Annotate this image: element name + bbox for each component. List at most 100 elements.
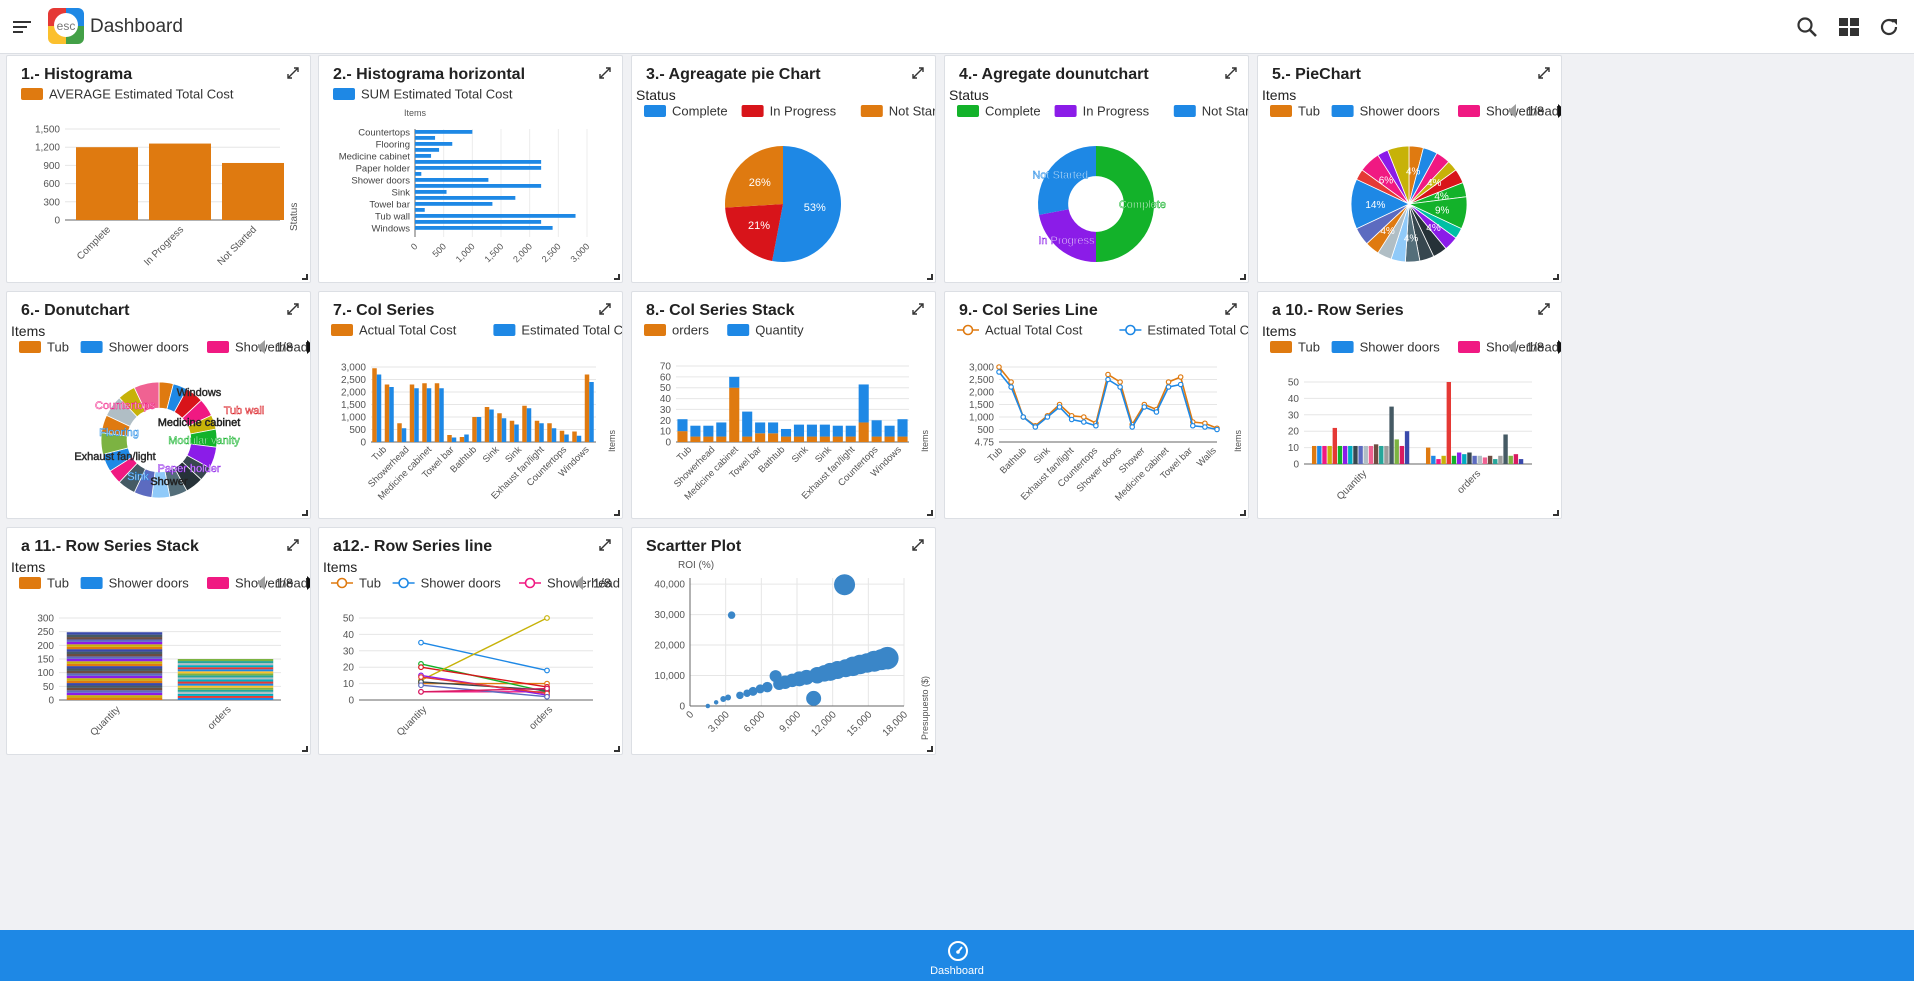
scatter-point[interactable] [713,700,719,705]
legend-item[interactable]: Complete [644,104,728,119]
bar-segment[interactable] [871,420,882,437]
data-point[interactable] [1153,409,1160,415]
resize-handle[interactable] [927,746,933,752]
data-point[interactable] [1141,404,1148,410]
legend-item[interactable]: Showerhead [1458,104,1559,119]
bar-segment[interactable] [742,411,753,437]
legend-item[interactable]: Shower doors [80,340,190,355]
resize-handle[interactable] [1240,274,1246,280]
bar-segment[interactable] [177,691,274,694]
bar-segment[interactable] [66,641,163,645]
bar-segment[interactable] [177,689,274,692]
legend-item[interactable]: Not Started [860,104,936,119]
bar[interactable] [1472,455,1477,464]
bar[interactable] [1337,445,1343,464]
bar-segment[interactable] [177,677,274,680]
bar[interactable] [509,420,515,442]
bar[interactable] [222,162,284,220]
legend-item[interactable]: Complete [957,104,1041,119]
data-point[interactable] [1044,414,1051,420]
bar-segment[interactable] [729,387,740,442]
pie-slice[interactable] [1387,145,1410,205]
bar-segment[interactable] [780,428,792,437]
legend-item[interactable]: AVERAGE Estimated Total Cost [21,87,234,102]
legend-item[interactable]: Quantity [727,323,804,338]
bar-segment[interactable] [177,663,274,666]
bar[interactable] [1436,459,1441,464]
legend-item[interactable]: Tub [19,576,69,591]
bar-segment[interactable] [677,431,688,442]
bar[interactable] [514,424,519,443]
bar[interactable] [415,154,432,158]
bar[interactable] [1477,455,1482,464]
prev-page-icon[interactable] [1508,104,1516,118]
pie-slice[interactable] [133,381,160,412]
bar[interactable] [1332,427,1338,464]
resize-handle[interactable] [1553,510,1559,516]
bar[interactable] [401,428,407,442]
bar-segment[interactable] [66,687,163,691]
bar[interactable] [1467,452,1472,464]
bar[interactable] [434,383,440,442]
bar-segment[interactable] [177,659,274,662]
bar-segment[interactable] [66,675,163,679]
bar[interactable] [522,405,527,442]
bar[interactable] [459,437,465,442]
legend-item[interactable]: Showerhead [1458,340,1559,355]
expand-icon[interactable] [286,538,300,552]
resize-handle[interactable] [1553,274,1559,280]
data-point[interactable] [996,369,1002,375]
data-point[interactable] [544,693,550,700]
bar-segment[interactable] [897,436,908,442]
bar-segment[interactable] [729,376,740,388]
bar-segment[interactable] [66,644,163,647]
bar-segment[interactable] [742,436,753,442]
legend-item[interactable]: Shower doors [1331,340,1441,355]
bar[interactable] [415,184,542,188]
legend-item[interactable]: Actual Total Cost [957,323,1083,338]
next-page-icon[interactable] [1558,340,1562,354]
bar-segment[interactable] [66,637,163,640]
data-point[interactable] [418,674,424,680]
bar[interactable] [1513,454,1519,464]
legend-item[interactable]: SUM Estimated Total Cost [333,87,513,102]
data-point[interactable] [1177,381,1184,388]
bar[interactable] [489,409,494,443]
legend-item[interactable]: Shower doors [392,576,502,591]
bar-segment[interactable] [677,419,688,432]
bar[interactable] [584,374,590,443]
next-page-icon[interactable] [307,340,311,354]
bar[interactable] [472,417,477,442]
bar[interactable] [534,420,540,442]
scatter-point[interactable] [748,686,758,696]
bar-segment[interactable] [66,673,163,676]
data-point[interactable] [418,688,424,695]
bar[interactable] [372,368,377,442]
legend-item[interactable]: Estimated Total Cost [493,323,623,338]
bar-segment[interactable] [177,685,274,688]
bar[interactable] [484,407,490,442]
data-point[interactable] [1214,426,1220,433]
bar[interactable] [497,413,502,442]
scatter-point[interactable] [806,690,822,706]
resize-handle[interactable] [1240,510,1246,516]
bar-segment[interactable] [177,679,274,682]
legend-item[interactable]: Tub [19,340,69,355]
bar-segment[interactable] [177,675,274,678]
scatter-point[interactable] [876,646,899,670]
expand-icon[interactable] [286,66,300,80]
scatter-point[interactable] [725,694,732,701]
bar-segment[interactable] [806,436,817,442]
bar[interactable] [415,220,542,224]
data-point[interactable] [418,664,424,671]
bar[interactable] [1446,382,1452,464]
bar-segment[interactable] [703,436,714,442]
bar[interactable] [1508,455,1513,464]
bar[interactable] [1322,445,1327,464]
legend-item[interactable]: Tub [1270,340,1320,355]
pie-slice[interactable] [725,204,783,261]
pie-slice[interactable] [1039,209,1096,262]
bar[interactable] [415,166,542,170]
bar[interactable] [1384,445,1389,464]
bar-segment[interactable] [66,685,163,688]
